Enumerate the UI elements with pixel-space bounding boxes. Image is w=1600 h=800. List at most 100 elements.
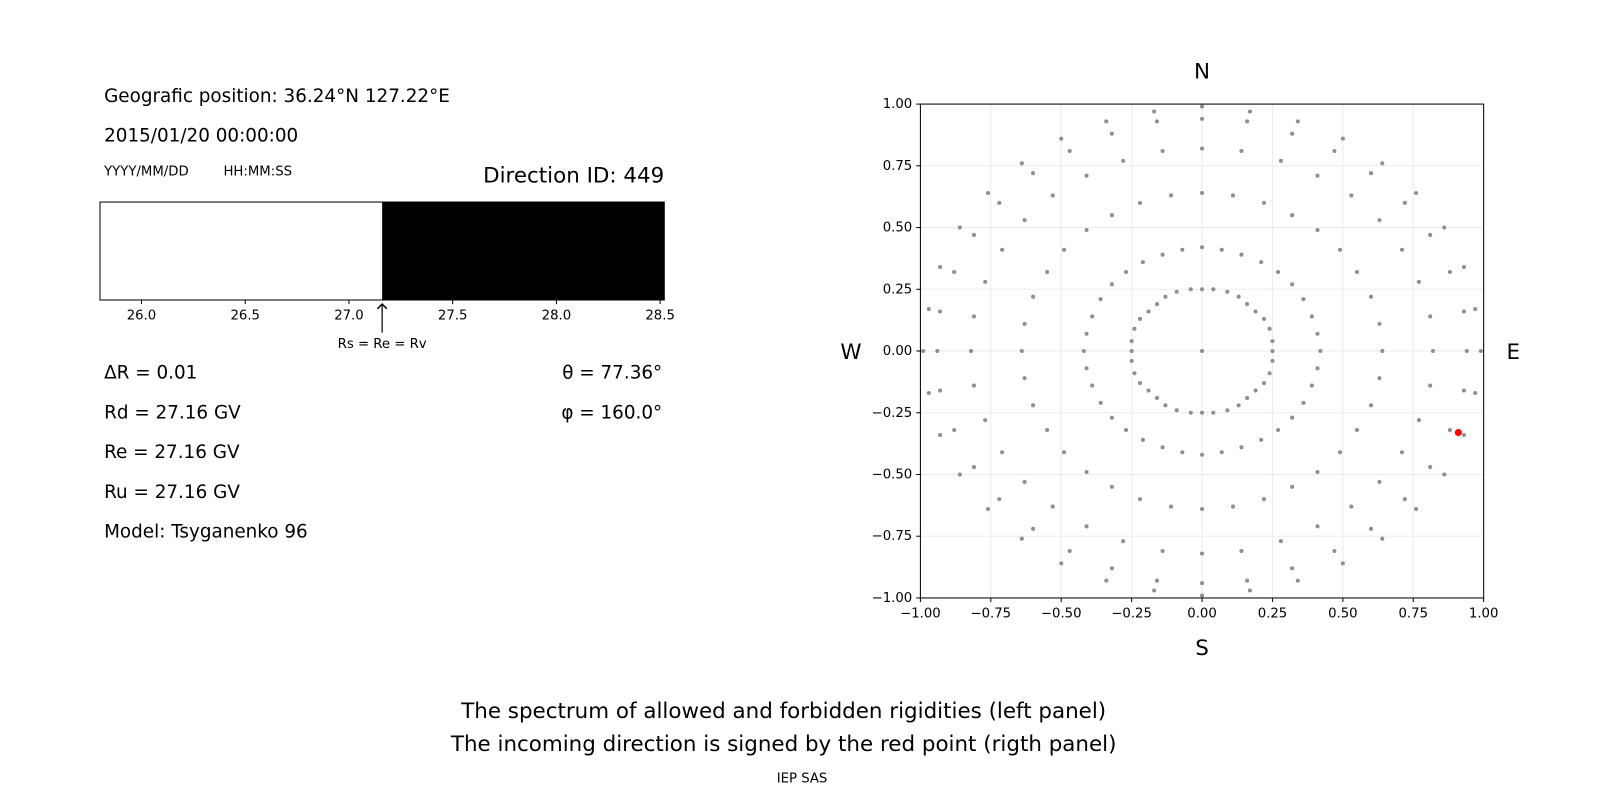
direction-point bbox=[1368, 171, 1374, 176]
direction-point bbox=[1454, 428, 1462, 437]
direction-point bbox=[1270, 339, 1275, 344]
direction-point bbox=[1219, 247, 1224, 252]
direction-point bbox=[1236, 294, 1241, 299]
direction-point bbox=[1084, 469, 1089, 475]
direction-point bbox=[921, 348, 926, 354]
direction-point bbox=[1278, 158, 1283, 163]
ru: Ru = 27.16 GV bbox=[104, 482, 240, 503]
direction-point bbox=[1067, 148, 1072, 154]
direction-point bbox=[1188, 410, 1193, 415]
direction-point bbox=[1132, 371, 1137, 376]
y-tick-label: −0.50 bbox=[872, 467, 913, 482]
direction-point bbox=[938, 265, 943, 270]
direction-point bbox=[1123, 428, 1129, 433]
direction-point bbox=[1267, 371, 1272, 376]
direction-point bbox=[1301, 297, 1306, 302]
footer: IEP SAS bbox=[777, 772, 828, 787]
direction-point bbox=[1050, 504, 1055, 509]
direction-point bbox=[1354, 269, 1359, 275]
time-format: HH:MM:SS bbox=[223, 164, 292, 179]
direction-point bbox=[1295, 578, 1300, 583]
direction-point bbox=[1338, 247, 1343, 252]
direction-point bbox=[952, 269, 957, 275]
direction-point bbox=[1368, 403, 1374, 408]
direction-point bbox=[1332, 148, 1337, 154]
direction-point bbox=[1031, 171, 1036, 176]
direction-point bbox=[1090, 314, 1095, 319]
direction-point bbox=[1050, 193, 1055, 198]
direction-point bbox=[1160, 445, 1165, 450]
direction-point bbox=[1031, 294, 1036, 299]
direction-point bbox=[1377, 376, 1382, 381]
direction-point bbox=[1245, 302, 1250, 307]
direction-point bbox=[1022, 479, 1027, 484]
direction-point bbox=[1000, 450, 1005, 455]
direction-point bbox=[971, 465, 976, 470]
y-tick-label: −0.75 bbox=[872, 529, 913, 544]
direction-point bbox=[1211, 287, 1216, 292]
direction-id: Direction ID: 449 bbox=[483, 164, 664, 189]
direction-point bbox=[1478, 348, 1483, 354]
direction-point bbox=[1019, 161, 1024, 166]
direction-point bbox=[1278, 539, 1283, 544]
direction-point bbox=[1428, 383, 1433, 388]
compass-label: W bbox=[840, 340, 861, 365]
direction-point bbox=[1290, 415, 1295, 420]
direction-point bbox=[1109, 415, 1114, 420]
datetime: 2015/01/20 00:00:00 bbox=[104, 126, 298, 147]
direction-point bbox=[1301, 400, 1306, 405]
direction-point bbox=[1290, 213, 1295, 218]
direction-point bbox=[1022, 218, 1027, 223]
direction-point bbox=[1031, 526, 1036, 531]
direction-point bbox=[1163, 294, 1168, 299]
direction-point bbox=[1267, 326, 1272, 331]
direction-point bbox=[1140, 260, 1145, 265]
y-tick-label: 1.00 bbox=[883, 97, 913, 112]
direction-point bbox=[971, 232, 976, 237]
direction-point bbox=[1200, 116, 1205, 121]
compass-label: N bbox=[1194, 59, 1210, 84]
direction-point bbox=[1138, 381, 1143, 386]
direction-point bbox=[938, 388, 943, 393]
direction-point bbox=[1059, 561, 1064, 566]
direction-point bbox=[1290, 282, 1295, 287]
direction-point bbox=[997, 497, 1002, 502]
direction-point bbox=[1022, 321, 1027, 326]
direction-point bbox=[1123, 269, 1129, 275]
direction-point bbox=[1245, 395, 1250, 400]
direction-point bbox=[983, 418, 988, 423]
direction-point bbox=[1129, 358, 1134, 363]
direction-point bbox=[1416, 279, 1421, 284]
direction-point bbox=[1152, 588, 1157, 593]
direction-point bbox=[1416, 418, 1421, 423]
direction-point bbox=[1200, 245, 1205, 250]
direction-point bbox=[1098, 297, 1103, 302]
direction-point bbox=[1211, 410, 1216, 415]
direction-point bbox=[1245, 119, 1250, 124]
direction-point bbox=[985, 190, 991, 196]
direction-point bbox=[1188, 287, 1193, 292]
direction-point bbox=[1200, 146, 1205, 151]
direction-point bbox=[1084, 331, 1089, 336]
direction-point bbox=[1180, 247, 1185, 252]
rd: Rd = 27.16 GV bbox=[104, 402, 241, 423]
direction-point bbox=[1200, 287, 1205, 292]
direction-point bbox=[1245, 578, 1250, 583]
direction-point bbox=[1219, 450, 1224, 455]
direction-point bbox=[1377, 321, 1382, 326]
direction-point bbox=[1290, 484, 1295, 489]
direction-point bbox=[1399, 450, 1405, 455]
direction-point bbox=[1290, 566, 1295, 571]
direction-point bbox=[1146, 309, 1151, 314]
x-tick-label: −1.00 bbox=[900, 606, 941, 621]
direction-point bbox=[1290, 131, 1295, 136]
direction-point bbox=[1261, 381, 1267, 386]
compass-label: S bbox=[1195, 636, 1209, 661]
direction-point bbox=[1377, 479, 1382, 484]
direction-point bbox=[1270, 348, 1275, 354]
y-tick-label: 0.00 bbox=[883, 344, 913, 359]
direction-point bbox=[1084, 173, 1089, 178]
annotation-label: Rs = Re = Rv bbox=[338, 337, 427, 352]
direction-point bbox=[1200, 348, 1205, 354]
